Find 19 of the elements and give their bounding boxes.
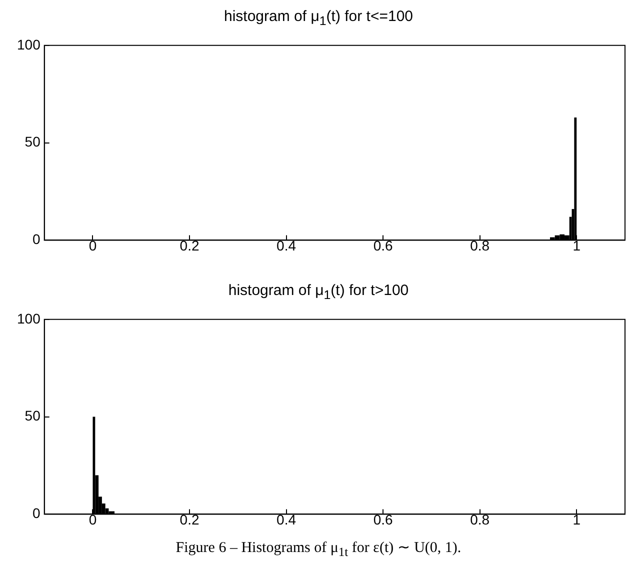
chart-title: histogram of μ$_{1}$(t) for t>100: [227, 282, 410, 302]
chart-title: histogram of μ$_{1}$(t) for t<=100: [222, 8, 414, 28]
x-tick-label: 1: [572, 237, 581, 254]
x-tick-label: 0.4: [276, 237, 296, 254]
x-tick-label: 0.2: [180, 237, 200, 254]
x-tick-label: 0.6: [373, 511, 394, 528]
caption: Figure 6 – Histograms of μ$_{1t}$ for ε(t) ∼ U(0, 1).: [174, 539, 462, 560]
y-tick-label: 50: [24, 408, 41, 424]
y-tick-label: 100: [17, 36, 41, 52]
x-tick-label: 0.4: [276, 511, 296, 528]
x-tick-label: 0.6: [373, 237, 394, 254]
x-tick-label: 0.8: [470, 511, 490, 528]
x-tick-label: 1: [572, 511, 581, 528]
x-tick-label: 0.2: [180, 511, 200, 528]
x-tick-label: 0.8: [470, 237, 490, 254]
x-tick-label: 0: [88, 237, 97, 254]
y-tick-label: 100: [17, 310, 41, 326]
x-tick-label: 0: [88, 511, 97, 528]
y-tick-label: 50: [24, 134, 41, 150]
